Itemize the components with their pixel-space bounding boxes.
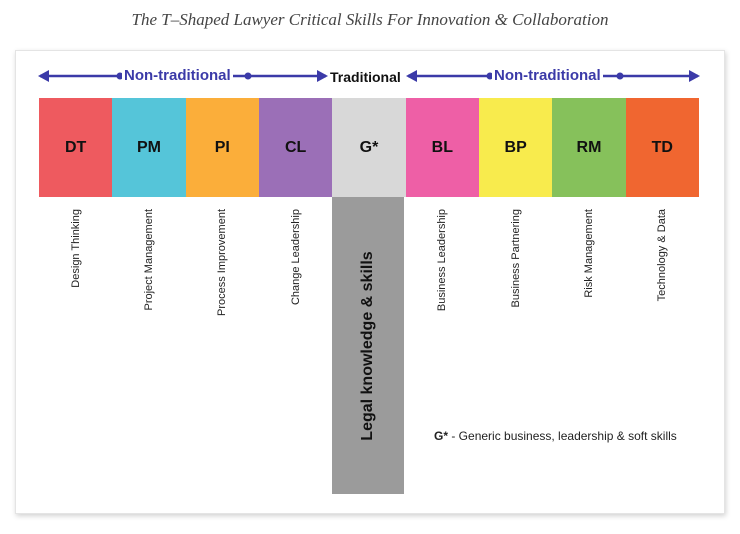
- skill-block-cl: CL: [258, 98, 333, 197]
- dot-icon: [616, 72, 624, 80]
- note-text: - Generic business, leadership & soft sk…: [448, 429, 677, 443]
- skill-label-change-leadership: Change Leadership: [289, 209, 302, 306]
- left-arrowhead-icon: [38, 70, 49, 82]
- skill-block-rm: RM: [552, 98, 626, 197]
- dot-icon: [486, 72, 494, 80]
- dot-icon: [244, 72, 252, 80]
- dot-icon: [116, 72, 124, 80]
- skill-block-pm: PM: [112, 98, 186, 197]
- skill-block-bp: BP: [478, 98, 553, 197]
- skill-block-td: TD: [625, 98, 699, 197]
- skill-label-technology-data: Technology & Data: [656, 209, 669, 302]
- t-shaped-diagram: Non-traditional Traditional Non-traditio…: [15, 50, 725, 514]
- legal-knowledge-stem: Legal knowledge & skills: [332, 197, 404, 494]
- center-left-arrowhead-icon: [317, 70, 328, 82]
- stem-label: Legal knowledge & skills: [359, 250, 376, 441]
- skill-blocks: DT PM PI CL G* BL BP RM TD: [39, 98, 699, 197]
- non-traditional-left-label: Non-traditional: [122, 67, 233, 85]
- right-arrowhead-icon: [689, 70, 700, 82]
- skill-label-design-thinking: Design Thinking: [69, 209, 82, 288]
- non-traditional-right-label: Non-traditional: [492, 67, 603, 85]
- skill-label-project-management: Project Management: [142, 209, 155, 311]
- legend-note: G* - Generic business, leadership & soft…: [434, 429, 677, 443]
- note-key: G*: [434, 429, 449, 443]
- traditional-label: Traditional: [328, 68, 403, 86]
- skill-label-business-leadership: Business Leadership: [436, 209, 449, 312]
- skill-block-pi: PI: [185, 98, 259, 197]
- center-right-arrowhead-icon: [406, 70, 417, 82]
- figure-caption: The T–Shaped Lawyer Critical Skills For …: [131, 10, 609, 29]
- skill-label-business-partnering: Business Partnering: [509, 209, 522, 308]
- skill-label-process-improvement: Process Improvement: [216, 209, 229, 316]
- skill-block-dt: DT: [39, 98, 113, 197]
- skill-label-risk-management: Risk Management: [582, 209, 595, 298]
- skill-block-bl: BL: [405, 98, 479, 197]
- skill-block-g: G*: [332, 98, 406, 197]
